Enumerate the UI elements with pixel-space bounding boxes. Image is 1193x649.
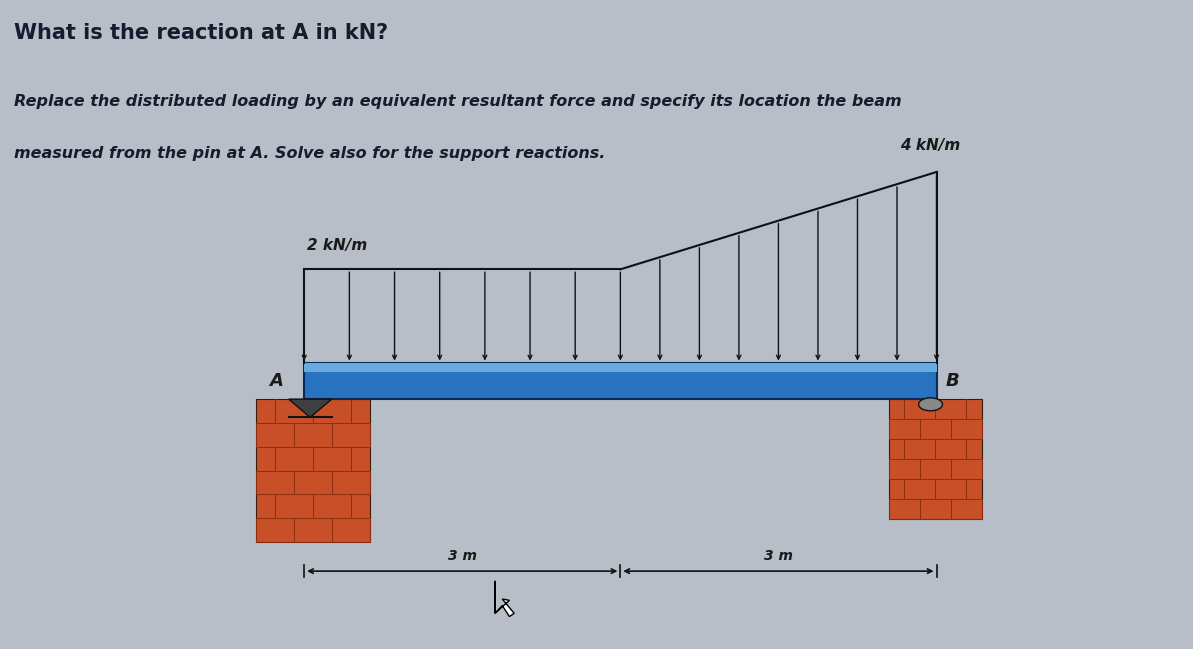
- Text: 3 m: 3 m: [764, 549, 793, 563]
- Polygon shape: [495, 581, 514, 617]
- Text: A: A: [268, 373, 283, 390]
- Text: 4 kN/m: 4 kN/m: [901, 138, 960, 153]
- Text: What is the reaction at A in kN?: What is the reaction at A in kN?: [14, 23, 389, 43]
- Text: Replace the distributed loading by an equivalent resultant force and specify its: Replace the distributed loading by an eq…: [14, 94, 902, 109]
- Bar: [304, 363, 937, 399]
- Text: B: B: [946, 373, 960, 390]
- Text: 3 m: 3 m: [447, 549, 477, 563]
- Text: measured from the pin at A. Solve also for the support reactions.: measured from the pin at A. Solve also f…: [14, 146, 606, 161]
- Bar: [889, 399, 982, 519]
- Text: 2 kN/m: 2 kN/m: [307, 238, 367, 253]
- Bar: [256, 399, 370, 542]
- Polygon shape: [289, 399, 332, 417]
- Circle shape: [919, 398, 942, 411]
- Bar: [304, 363, 937, 373]
